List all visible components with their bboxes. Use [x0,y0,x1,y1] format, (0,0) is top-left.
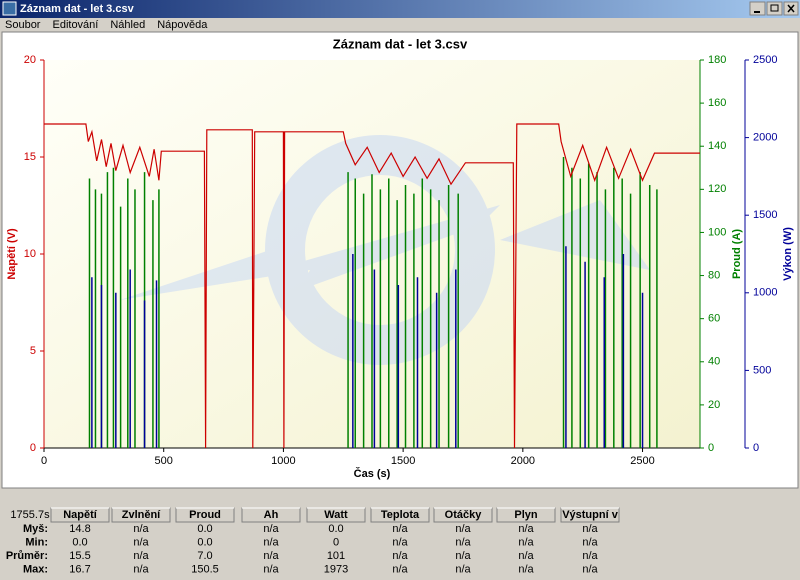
stat-value: n/a [455,523,471,535]
title-bar [0,0,800,18]
stat-value: n/a [582,536,598,548]
y-tick-label: 15 [24,151,36,163]
y2-tick-label: 0 [708,442,714,454]
stat-value: 0.0 [72,536,87,548]
y2-tick-label: 120 [708,183,726,195]
y3-axis-label: Výkon (W) [782,227,794,281]
stat-value: n/a [392,550,408,562]
column-header[interactable]: Watt [324,509,348,521]
chart-title: Záznam dat - let 3.csv [333,36,468,51]
menu-item[interactable]: Editování [52,19,98,31]
y2-tick-label: 60 [708,313,720,325]
y2-tick-label: 180 [708,54,726,66]
stat-value: n/a [518,536,534,548]
stat-value: n/a [392,536,408,548]
y-axis-label: Napětí (V) [6,228,18,280]
stat-value: n/a [455,550,471,562]
stat-value: 0 [333,536,339,548]
menu-item[interactable]: Náhled [110,19,145,31]
column-header[interactable]: Plyn [514,509,538,521]
column-header[interactable]: Otáčky [445,509,483,521]
x-tick-label: 2500 [630,455,654,467]
menu-item[interactable]: Nápověda [157,19,208,31]
stats-panel [0,490,800,580]
stat-value: n/a [133,550,149,562]
stat-value: 0.0 [328,523,343,535]
stat-value: 1973 [324,563,348,575]
stat-value: 16.7 [69,563,90,575]
y-tick-label: 0 [30,442,36,454]
stat-value: 0.0 [197,523,212,535]
y-tick-label: 5 [30,345,36,357]
window-title: Záznam dat - let 3.csv [20,3,135,15]
cursor-time: 1755.7s [10,509,50,521]
y3-tick-label: 1500 [753,209,777,221]
row-label: Max: [23,563,48,575]
y3-tick-label: 0 [753,442,759,454]
stat-value: 7.0 [197,550,212,562]
stat-value: 150.5 [191,563,219,575]
stat-value: n/a [133,536,149,548]
stat-value: n/a [518,523,534,535]
stat-value: n/a [392,563,408,575]
x-tick-label: 0 [41,455,47,467]
stat-value: n/a [582,523,598,535]
y2-tick-label: 80 [708,269,720,281]
stat-value: 14.8 [69,523,90,535]
y3-tick-label: 2000 [753,132,777,144]
stat-value: n/a [263,563,279,575]
y2-tick-label: 160 [708,97,726,109]
y-tick-label: 20 [24,54,36,66]
stat-value: 15.5 [69,550,90,562]
series-line [44,123,700,449]
y2-axis-label: Proud (A) [731,229,743,279]
column-header[interactable]: Teplota [381,509,420,521]
y2-tick-label: 40 [708,356,720,368]
column-header[interactable]: Zvlnění [122,509,161,521]
stat-value: n/a [263,523,279,535]
x-tick-label: 1500 [391,455,415,467]
stat-value: n/a [263,536,279,548]
stat-value: n/a [582,563,598,575]
y2-tick-label: 140 [708,140,726,152]
column-header[interactable]: Proud [189,509,221,521]
window-buttons[interactable] [749,1,799,16]
menu-item[interactable]: Soubor [5,19,41,31]
column-header[interactable]: Výstupní v [562,509,619,521]
y3-tick-label: 1000 [753,287,777,299]
stat-value: n/a [455,536,471,548]
row-label: Průměr: [6,550,48,562]
x-tick-label: 500 [155,455,173,467]
stat-value: n/a [263,550,279,562]
x-axis-label: Čas (s) [354,467,391,480]
app-icon [2,1,17,16]
stat-value: n/a [455,563,471,575]
y2-tick-label: 20 [708,399,720,411]
menu-bar [0,18,800,32]
stat-value: n/a [582,550,598,562]
minimize-button[interactable] [749,1,766,16]
stat-value: n/a [392,523,408,535]
x-tick-label: 2000 [511,455,535,467]
stat-value: n/a [133,563,149,575]
maximize-button[interactable] [766,1,783,16]
row-label: Myš: [23,523,48,535]
column-header[interactable]: Napětí [63,509,98,521]
stat-value: 0.0 [197,536,212,548]
stat-value: n/a [133,523,149,535]
column-header[interactable]: Ah [264,509,279,521]
stat-value: 101 [327,550,345,562]
stat-value: n/a [518,550,534,562]
y3-tick-label: 2500 [753,54,777,66]
y2-tick-label: 100 [708,226,726,238]
y3-tick-label: 500 [753,364,771,376]
y-tick-label: 10 [24,248,36,260]
row-label: Min: [25,536,48,548]
stat-value: n/a [518,563,534,575]
x-tick-label: 1000 [271,455,295,467]
